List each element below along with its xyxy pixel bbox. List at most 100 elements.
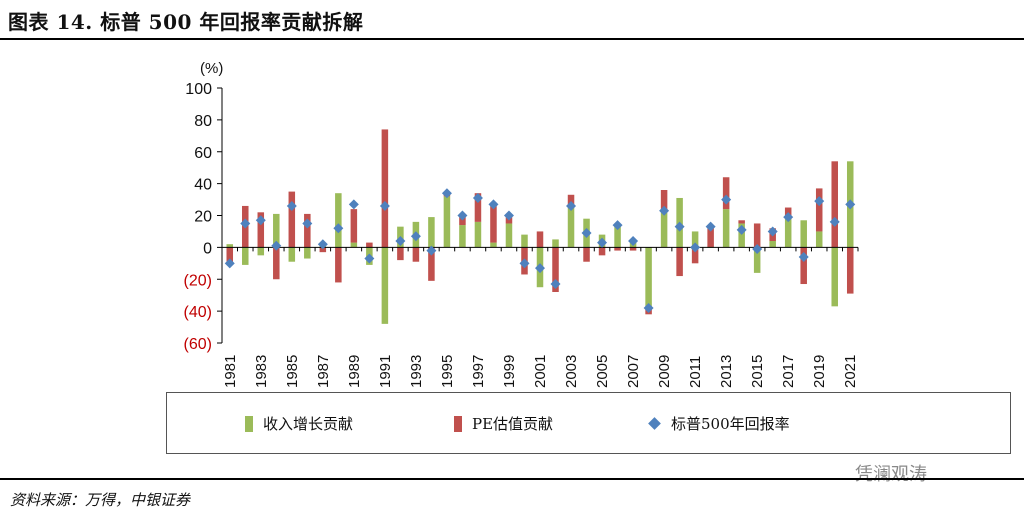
bar-revenue [381,247,389,324]
bar-pe [846,247,854,294]
bar-revenue [226,244,234,248]
marker-sp500 [317,239,328,250]
bar-revenue [738,223,745,248]
x-tick-label: 2017 [780,355,797,388]
source-note: 资料来源：万得，中银证券 [10,491,191,509]
marker-sp500 [597,237,608,248]
bar-revenue [815,231,823,248]
x-tick-label: 1997 [470,355,487,388]
marker-sp500 [659,205,670,216]
bar-pe [722,177,730,210]
bar-revenue [257,247,265,256]
bar-pe [784,207,792,216]
marker-sp500 [535,263,545,274]
marker-sp500 [519,258,530,269]
bottom-rule [0,478,1024,480]
bar-revenue [660,210,668,248]
bar-pe [381,129,389,248]
bar-pe [335,247,342,283]
marker-sp500 [457,210,468,221]
x-tick-label: 2001 [532,355,549,388]
bar-revenue [474,221,482,248]
marker-sp500 [581,228,592,239]
bar-pe [800,247,807,285]
bar-pe [366,242,373,248]
watermark: 凭澜观涛 [855,464,927,485]
marker-sp500 [333,223,344,234]
bar-revenue [552,239,559,248]
bar-pe [273,247,280,280]
marker-sp500 [783,212,794,223]
marker-sp500 [752,243,763,254]
bar-revenue [645,247,652,308]
x-tick-label: 2003 [563,355,580,388]
chart-title: 图表 14. 标普 500 年回报率贡献拆解 [8,10,364,34]
bar-pe [660,190,668,211]
marker-sp500 [798,251,809,262]
bar-revenue [784,215,792,248]
legend-swatch-revenue [245,415,253,432]
marker-sp500 [705,221,716,232]
legend-item-sp500: 标普500年回报率 [647,413,790,434]
bar-revenue [800,220,807,248]
bar-pe [490,204,497,243]
bar-pe [629,247,637,251]
bar-pe [226,247,234,265]
legend-label-sp500: 标普500年回报率 [671,415,790,433]
marker-sp500 [628,236,639,246]
legend-swatch-sp500 [648,417,661,430]
marker-sp500 [690,242,701,253]
bar-revenue [490,242,497,248]
bar-pe [397,247,404,261]
x-tick-label: 2009 [656,355,673,388]
bar-pe [257,212,265,248]
x-tick-label: 1999 [501,355,518,388]
bar-revenue [722,209,730,248]
bar-pe [319,247,327,253]
bar-revenue [428,217,435,248]
marker-sp500 [395,236,406,246]
legend-item-pe: PE估值贡献 [454,413,553,434]
y-tick-label: 100 [185,81,212,98]
y-tick-label: 0 [203,240,212,257]
bar-pe [598,247,606,256]
bar-pe [304,213,311,248]
bars-layer [226,129,854,324]
bar-pe [815,188,823,232]
x-tick-label: 2007 [625,355,642,388]
marker-sp500 [348,199,359,210]
marker-sp500 [240,218,251,229]
marker-sp500 [488,199,499,210]
marker-sp500 [643,302,654,313]
bar-revenue [350,242,358,248]
bar-pe [350,209,358,243]
marker-sp500 [426,245,437,256]
y-tick-label: (40) [184,304,212,321]
markers-layer [224,188,856,313]
legend: 收入增长贡献 PE估值贡献 标普500年回报率 [166,392,1011,454]
bar-pe [753,223,761,248]
y-tick-label: 60 [194,145,212,162]
bar-revenue [614,225,621,248]
bar-revenue [288,247,296,262]
bar-revenue [443,196,451,248]
legend-item-revenue: 收入增长贡献 [245,413,353,434]
x-tick-label: 2011 [687,356,704,388]
x-tick-label: 2005 [594,355,611,388]
marker-sp500 [721,194,732,205]
x-tick-label: 1993 [408,355,425,388]
bar-revenue [769,241,776,248]
legend-label-pe: PE估值贡献 [472,415,554,433]
marker-sp500 [767,226,778,237]
x-tick-label: 1987 [315,355,332,388]
x-tick-label: 2021 [842,355,859,388]
y-tick-label: (20) [184,272,212,289]
marker-sp500 [255,215,266,226]
x-tick-label: 1991 [377,355,394,388]
x-tick-label: 1983 [253,355,270,388]
marker-sp500 [550,279,561,290]
x-tick-label: 1995 [439,355,456,388]
marker-sp500 [441,188,452,199]
marker-sp500 [271,240,282,251]
bar-pe [738,220,745,224]
